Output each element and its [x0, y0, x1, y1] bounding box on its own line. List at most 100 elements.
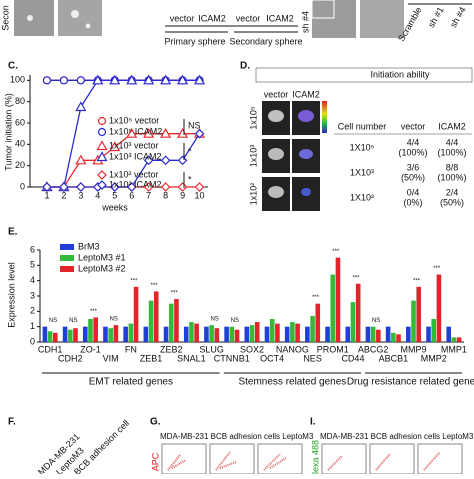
column-header: MDA-MB-231 BCB adhesion cells LeptoM3	[320, 432, 474, 441]
marker	[109, 182, 120, 192]
bar	[431, 319, 437, 342]
column-header: MDA-MB-231 BCB adhesion cells LeptoM3	[160, 432, 314, 441]
x-tick-label: SLUG	[199, 344, 224, 354]
row-label: 1x10³	[248, 145, 258, 168]
y-tick-label: 1	[30, 321, 35, 331]
marker	[143, 74, 155, 85]
bar	[103, 326, 108, 342]
significance: NS	[231, 318, 239, 324]
marker	[76, 182, 86, 192]
marker	[177, 74, 189, 85]
x-tick-label: 10	[195, 190, 205, 200]
series-line	[46, 133, 200, 188]
legend-label: LeptoM3 #1	[78, 252, 126, 262]
marker	[109, 141, 121, 152]
panel-label: I.	[310, 417, 316, 428]
series-line	[46, 133, 201, 188]
table-cell: (50%)	[401, 172, 425, 182]
table-cell: 4/4	[407, 137, 420, 147]
bar	[406, 326, 411, 342]
sphere	[27, 15, 33, 21]
bar	[385, 326, 391, 342]
mouse	[268, 148, 284, 160]
color-bar	[322, 101, 327, 133]
sphere	[71, 10, 79, 18]
marker	[75, 154, 87, 165]
y-axis-label: Tumor initiation (%)	[3, 93, 13, 171]
marker	[143, 182, 154, 192]
annotation: *	[188, 174, 192, 184]
bar	[234, 329, 240, 342]
bar	[82, 326, 88, 342]
bar	[391, 332, 396, 342]
axis-label: Alexa 488	[310, 440, 320, 474]
legend-label: LeptoM3 #2	[78, 263, 126, 273]
bar	[93, 317, 98, 342]
x-tick-label: NANOG	[276, 344, 309, 354]
mouse	[268, 186, 284, 198]
marker	[42, 76, 52, 85]
row-label: 1x10²	[248, 183, 258, 206]
bar	[183, 326, 189, 342]
micrograph	[14, 0, 54, 36]
marker	[160, 155, 171, 166]
legend-marker	[96, 151, 108, 162]
bar	[168, 303, 174, 342]
bar	[148, 300, 154, 342]
x-axis-label: weeks	[101, 202, 128, 212]
bar	[315, 303, 321, 342]
bar	[396, 334, 401, 342]
table-cell: (0%)	[403, 197, 422, 207]
y-tick-label: 60	[15, 117, 25, 127]
y-tick-label: 2	[30, 306, 35, 316]
marker	[109, 74, 121, 85]
x-tick-label: VIM	[103, 353, 119, 363]
annotation: NS	[188, 120, 201, 130]
x-tick-label: SOX2	[240, 344, 264, 354]
table-cell: 4/4	[446, 137, 459, 147]
table-cell: 0/4	[407, 187, 420, 197]
bar	[345, 326, 351, 342]
x-tick-label: ZEB1	[140, 353, 163, 363]
marker	[194, 128, 205, 139]
x-tick-label: 6	[129, 190, 134, 200]
marker	[194, 182, 205, 192]
bar	[355, 283, 361, 342]
x-tick-label: OCT4	[260, 353, 284, 363]
micrograph	[360, 0, 404, 38]
table-header: vector	[401, 121, 426, 131]
significance: ***	[413, 278, 421, 284]
legend-swatch	[60, 266, 74, 272]
significance: NS	[210, 317, 218, 323]
table-cell: (100%)	[437, 172, 466, 182]
flow-dots	[167, 451, 287, 471]
bar	[133, 286, 139, 342]
legend-label: 1x10² ICAM2	[109, 179, 162, 189]
marker	[76, 76, 85, 85]
bar-label: ICAM2	[266, 13, 294, 23]
x-tick-label: MMP1	[441, 344, 467, 354]
marker	[177, 182, 188, 192]
bar	[224, 326, 229, 342]
bar	[47, 331, 53, 342]
marker	[143, 127, 155, 138]
rotated-label: BCB adhesion cell	[72, 418, 131, 474]
bar	[67, 329, 73, 342]
bar	[365, 326, 371, 342]
header-box	[255, 67, 473, 83]
legend-marker	[97, 170, 107, 180]
y-tick-label: 6	[30, 244, 35, 254]
bar	[52, 332, 58, 342]
group-label: Stemness related genes	[238, 377, 346, 388]
marker	[59, 76, 69, 85]
significance: NS	[49, 318, 57, 324]
legend-label: 1x10³ vector	[109, 140, 159, 150]
x-tick-label: PROM1	[317, 344, 349, 354]
bar	[209, 325, 214, 342]
bar	[254, 322, 260, 342]
signal	[298, 110, 314, 122]
marker	[126, 182, 137, 192]
x-tick-label: 3	[78, 190, 83, 200]
y-tick-label: 3	[30, 290, 35, 300]
bar	[108, 328, 113, 342]
